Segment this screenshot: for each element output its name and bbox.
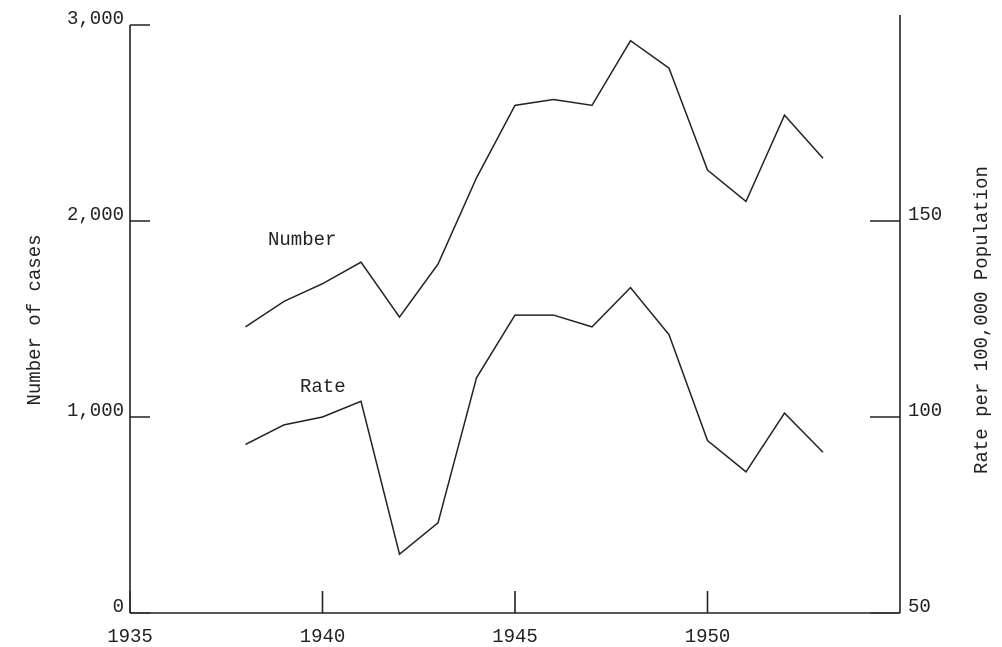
y2-tick-label: 150 (908, 204, 942, 226)
series-label: Rate (300, 376, 346, 398)
x-tick-label: 1945 (492, 626, 538, 647)
x-tick-label: 1950 (685, 626, 731, 647)
y-tick-label: 2,000 (67, 204, 124, 226)
y-tick-label: 3,000 (67, 8, 124, 30)
y-axis-label: Number of cases (24, 234, 46, 405)
data-line (245, 39, 824, 328)
y-tick-label: 0 (113, 596, 124, 618)
y2-tick-label: 100 (908, 400, 942, 422)
series-label: Number (268, 229, 336, 251)
y2-tick-label: 50 (908, 596, 931, 618)
data-line (245, 286, 824, 556)
y2-axis-label: Rate per 100,000 Population (971, 166, 993, 474)
y-tick-label: 1,000 (67, 400, 124, 422)
x-tick-label: 1940 (300, 626, 346, 647)
x-tick-label: 1935 (107, 626, 153, 647)
